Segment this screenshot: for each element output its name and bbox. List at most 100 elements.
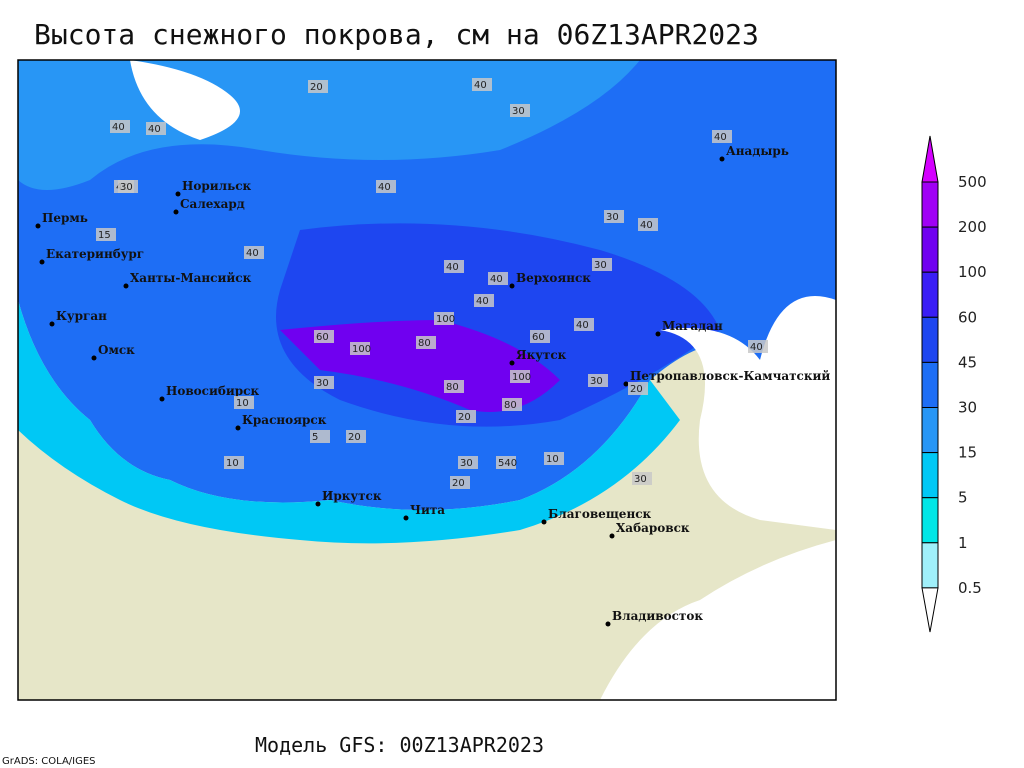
contour-label-box xyxy=(314,376,334,389)
contour-label: 60 xyxy=(532,332,545,343)
city-dot xyxy=(509,360,515,366)
city-dot xyxy=(35,223,41,229)
city-dot xyxy=(39,259,45,265)
contour-label: 40 xyxy=(750,342,763,353)
city-dot xyxy=(509,283,515,289)
contour-label: 30 xyxy=(594,260,607,271)
contour-label-box xyxy=(748,340,768,353)
contour-label-box xyxy=(244,246,264,259)
colorbar-box xyxy=(921,181,939,228)
city-label: Петропавловск-Камчатский xyxy=(630,369,830,383)
city-label: Верхоянск xyxy=(516,271,591,285)
colorbar-top xyxy=(921,135,939,183)
contour-label: 40 xyxy=(148,124,161,135)
contour-label: 30 xyxy=(512,106,525,117)
city-label: Чита xyxy=(410,503,445,517)
contour-label-box xyxy=(632,472,652,485)
contour-label: 30 xyxy=(316,378,329,389)
contour-label: 40 xyxy=(576,320,589,331)
contour-label-box xyxy=(308,80,328,93)
city-label: Пермь xyxy=(42,211,88,225)
contour-label: 10 xyxy=(546,454,559,465)
contour-label-box xyxy=(416,336,436,349)
contour-label: 40 xyxy=(640,220,653,231)
colorbar-box xyxy=(921,361,939,408)
contour-label-box xyxy=(474,294,494,307)
contour-label: 15 xyxy=(98,230,111,241)
contour-label: 10 xyxy=(226,458,239,469)
contour-label-box xyxy=(592,258,612,271)
colorbar-label: 45 xyxy=(958,353,977,371)
city-dot xyxy=(315,501,321,507)
city-dot xyxy=(175,191,181,197)
contour-label: 40 xyxy=(490,274,503,285)
contour-label-box xyxy=(444,380,464,393)
city-dot xyxy=(159,396,165,402)
city-dot xyxy=(235,425,241,431)
contour-label: 40 xyxy=(446,262,459,273)
city-label: Магадан xyxy=(662,319,723,333)
contour-label-box xyxy=(450,476,470,489)
colorbar-box xyxy=(921,226,939,273)
contour-label-box xyxy=(544,452,564,465)
footer: Модель GFS: 00Z13APR2023 xyxy=(255,733,544,757)
colorbar-label: 60 xyxy=(958,308,977,326)
colorbar-bottom xyxy=(921,587,939,633)
contour-label: 80 xyxy=(504,400,517,411)
city-dot xyxy=(541,519,547,525)
colorbar-box xyxy=(921,497,939,544)
contour-label: 40 xyxy=(476,296,489,307)
contour-label-box xyxy=(314,330,334,343)
colorbar-box xyxy=(921,452,939,499)
contour-label: 40 xyxy=(246,248,259,259)
contour-label: 40 xyxy=(378,182,391,193)
city-label: Иркутск xyxy=(322,489,382,503)
contour-label: 5 xyxy=(312,432,318,443)
city-dot xyxy=(623,381,629,387)
contour-label-box xyxy=(350,342,370,355)
contour-label-box xyxy=(530,330,550,343)
contour-label-box xyxy=(310,430,330,443)
city-label: Владивосток xyxy=(612,609,703,623)
contour-label-box xyxy=(110,120,130,133)
city-label: Благовещенск xyxy=(548,507,652,521)
contour-label-box xyxy=(488,272,508,285)
map xyxy=(17,59,837,701)
contour-label: 40 xyxy=(474,80,487,91)
contour-label-box xyxy=(502,398,522,411)
contour-label: 10 xyxy=(236,398,249,409)
colorbar-label: 200 xyxy=(958,218,987,236)
contour-label-box xyxy=(496,456,516,469)
contour-label: 30 xyxy=(460,458,473,469)
city-label: Норильск xyxy=(182,179,252,193)
contour-label-box xyxy=(712,130,732,143)
contour-label: 30 xyxy=(590,376,603,387)
contour-label: 20 xyxy=(310,82,323,93)
contour-label-box xyxy=(510,370,530,383)
contour-label: 80 xyxy=(418,338,431,349)
city-label: Екатеринбург xyxy=(46,247,144,261)
colorbar-label: 500 xyxy=(958,173,987,191)
sea xyxy=(130,60,240,140)
colorbar-label: 100 xyxy=(958,263,987,281)
city-dot xyxy=(91,355,97,361)
contour-label: 30 xyxy=(634,474,647,485)
contour-label: 40 xyxy=(714,132,727,143)
contour-label-box xyxy=(638,218,658,231)
contour-label-box xyxy=(444,260,464,273)
city-label: Хабаровск xyxy=(616,521,690,535)
city-label: Курган xyxy=(56,309,107,323)
colorbar-box xyxy=(921,316,939,363)
contour-label-box xyxy=(146,122,166,135)
contour-label: 100 xyxy=(512,372,531,383)
city-label: Анадырь xyxy=(726,144,789,158)
contour-label: 30 xyxy=(120,182,133,193)
contour-label: 20 xyxy=(458,412,471,423)
contour-label-box xyxy=(588,374,608,387)
contour-label-box xyxy=(234,396,254,409)
contour-label-box xyxy=(574,318,594,331)
city-dot xyxy=(403,515,409,521)
colorbar-label: 15 xyxy=(958,444,977,462)
city-dot xyxy=(719,156,725,162)
